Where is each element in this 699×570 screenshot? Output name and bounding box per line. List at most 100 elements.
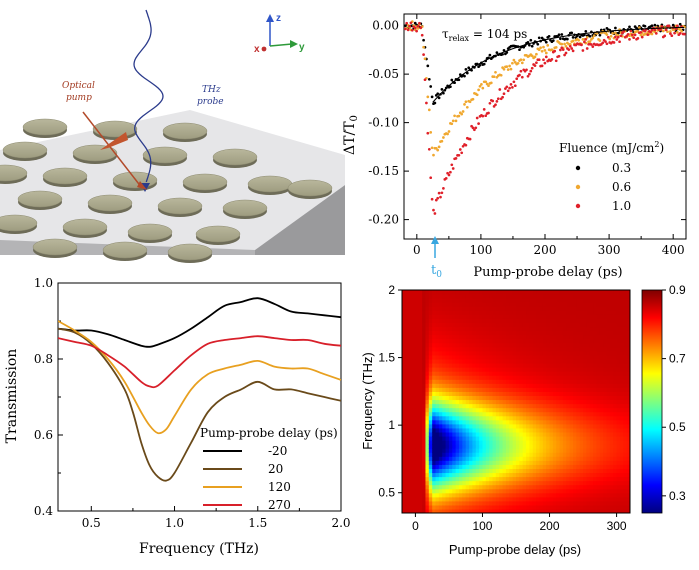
- data-point-0.6: [516, 61, 520, 65]
- colorbar-tick-label: 0.3: [669, 489, 686, 503]
- heatmap-cell: [556, 435, 561, 441]
- series-line-20: [58, 327, 341, 482]
- heatmap-cell: [609, 395, 614, 401]
- heatmap-cell: [546, 431, 551, 437]
- heatmap-cell: [599, 484, 604, 490]
- heatmap-cell: [462, 431, 467, 437]
- heatmap-cell: [432, 362, 437, 368]
- heatmap-cell: [492, 298, 497, 303]
- disk-top: [195, 225, 241, 243]
- heatmap-cell: [596, 306, 601, 311]
- heatmap-cell: [603, 391, 608, 397]
- heatmap-cell: [526, 504, 531, 510]
- heatmap-cell: [569, 460, 574, 465]
- heatmap-cell: [599, 480, 604, 486]
- heatmap-cell: [489, 484, 494, 490]
- heatmap-cell: [589, 456, 594, 461]
- heatmap-cell: [402, 448, 406, 453]
- data-point-0.3: [501, 52, 504, 56]
- heatmap-cell: [415, 472, 420, 478]
- heatmap-cell: [472, 346, 477, 352]
- heatmap-cell: [573, 448, 577, 453]
- heatmap-cell: [552, 427, 557, 433]
- heatmap-cell: [569, 399, 574, 405]
- heatmap-cell: [562, 464, 567, 469]
- heatmap-cell: [546, 326, 551, 332]
- heatmap-cell: [623, 440, 628, 445]
- heatmap-cell: [623, 338, 628, 344]
- heatmap-cell: [475, 448, 480, 453]
- heatmap-cell: [435, 423, 440, 429]
- heatmap-cell: [402, 302, 406, 307]
- heatmap-cell: [552, 379, 557, 384]
- heatmap-cell: [452, 310, 457, 315]
- heatmap-cell: [516, 411, 520, 417]
- x-tick-label: 0: [412, 519, 419, 533]
- heatmap-cell: [402, 415, 406, 421]
- heatmap-cell: [465, 330, 470, 336]
- heatmap-cell: [499, 423, 504, 429]
- heatmap-cell: [566, 444, 571, 449]
- heatmap-cell: [472, 306, 477, 311]
- heatmap-cell: [465, 334, 470, 340]
- heatmap-cell: [415, 314, 420, 319]
- heatmap-cell: [526, 302, 531, 307]
- heatmap-cell: [455, 367, 460, 372]
- heatmap-cell: [435, 508, 440, 513]
- heatmap-cell: [452, 448, 457, 453]
- heatmap-cell: [626, 472, 630, 478]
- heatmap-cell: [559, 492, 564, 498]
- heatmap-cell: [603, 419, 608, 425]
- heatmap-cell: [619, 492, 624, 498]
- heatmap-cell: [495, 468, 500, 474]
- heatmap-cell: [499, 298, 504, 303]
- heatmap-cell: [469, 294, 474, 299]
- heatmap-cell: [509, 504, 514, 510]
- fit-lines: [432, 26, 685, 103]
- heatmap-cell: [596, 407, 601, 413]
- heatmap-cell: [576, 468, 581, 474]
- data-point-0.6: [487, 84, 490, 88]
- heatmap-cell: [418, 306, 423, 311]
- heatmap-cell: [479, 362, 484, 368]
- heatmap-cell: [455, 302, 460, 307]
- heatmap-cell: [502, 452, 507, 457]
- heatmap-cell: [462, 330, 467, 336]
- heatmap-cell: [522, 476, 527, 482]
- data-point-1.0: [542, 58, 545, 62]
- heatmap-cell: [536, 468, 541, 474]
- heatmap-cell: [448, 383, 453, 388]
- heatmap-cell: [408, 411, 413, 417]
- heatmap-cell: [552, 411, 557, 417]
- heatmap-cell: [536, 423, 541, 429]
- heatmap-cell: [539, 415, 544, 421]
- heatmap-cell: [455, 407, 460, 413]
- heatmap-cell: [455, 314, 460, 319]
- heatmap-cell: [526, 480, 531, 486]
- heatmap-cell: [402, 350, 406, 356]
- heatmap-cell: [442, 411, 447, 417]
- heatmap-cell: [475, 375, 480, 380]
- heatmap-cell: [418, 488, 423, 494]
- heatmap-cell: [536, 346, 541, 352]
- data-point-1.0: [427, 147, 431, 151]
- heatmap-cell: [485, 403, 490, 409]
- heatmap-cell: [415, 508, 420, 513]
- heatmap-cell: [596, 391, 601, 397]
- heatmap-cell: [532, 362, 537, 368]
- heatmap-cell: [492, 302, 497, 307]
- heatmap-cell: [442, 362, 447, 368]
- heatmap-cell: [593, 306, 598, 311]
- disk-top: [167, 243, 213, 261]
- data-point-1.0: [425, 101, 428, 105]
- heatmap-cell: [442, 480, 447, 486]
- heatmap-cell: [616, 435, 621, 441]
- heatmap-cell: [505, 362, 510, 368]
- heatmap-cell: [616, 508, 621, 513]
- heatmap-cell: [526, 492, 531, 498]
- heatmap-cell: [576, 488, 581, 494]
- heatmap-cell: [606, 338, 611, 344]
- data-point-1.0: [563, 53, 566, 57]
- heatmap-cell: [402, 314, 406, 319]
- heatmap-cell: [408, 367, 413, 372]
